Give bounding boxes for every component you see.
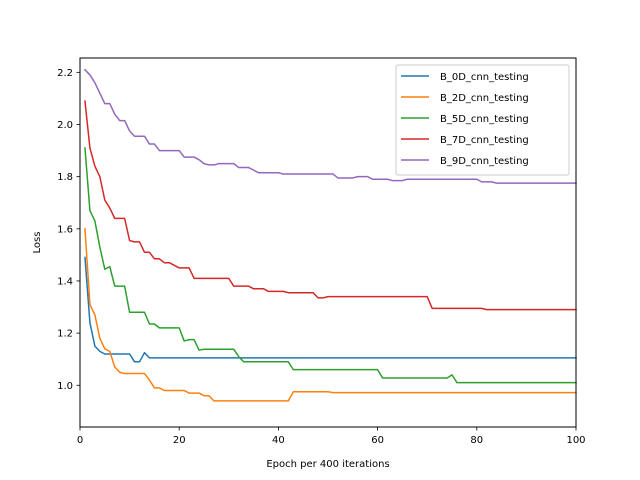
y-tick-label: 2.0 bbox=[57, 120, 73, 131]
x-tick-label: 40 bbox=[272, 435, 285, 446]
x-axis: 0 20 40 60 80 100 bbox=[77, 427, 586, 446]
series-line-4 bbox=[84, 100, 577, 311]
x-tick-label: 80 bbox=[470, 435, 483, 446]
legend-box bbox=[395, 64, 570, 176]
series-line-5 bbox=[83, 68, 577, 184]
x-axis-title: Epoch per 400 iterations bbox=[266, 459, 389, 470]
y-tick-label: 1.8 bbox=[57, 172, 73, 183]
series-line-1 bbox=[84, 256, 577, 363]
x-tick-label: 100 bbox=[566, 435, 585, 446]
plot-frame bbox=[79, 57, 577, 428]
legend-label: B_7D_cnn_testing bbox=[440, 135, 529, 146]
y-axis-title: Loss bbox=[32, 232, 43, 254]
legend-label: B_5D_cnn_testing bbox=[440, 114, 529, 125]
y-tick-label: 1.0 bbox=[57, 381, 73, 392]
x-tick-label: 0 bbox=[77, 435, 83, 446]
legend: B_0D_cnn_testing B_2D_cnn_testing B_5D_cnn… bbox=[395, 64, 570, 176]
x-tick-label: 60 bbox=[371, 435, 384, 446]
legend-label: B_0D_cnn_testing bbox=[440, 72, 529, 83]
y-tick-label: 1.4 bbox=[57, 276, 73, 287]
y-tick-label: 1.2 bbox=[57, 329, 73, 340]
series-line-3 bbox=[84, 147, 577, 384]
y-tick-label: 2.2 bbox=[57, 68, 73, 79]
series-layer bbox=[83, 68, 577, 402]
y-axis: 1.0 1.2 1.4 1.6 1.8 2.0 2.2 bbox=[57, 68, 80, 392]
x-tick-label: 20 bbox=[173, 435, 186, 446]
legend-label: B_9D_cnn_testing bbox=[440, 156, 529, 167]
legend-label: B_2D_cnn_testing bbox=[440, 93, 529, 104]
y-tick-label: 1.6 bbox=[57, 224, 73, 235]
series-line-2 bbox=[84, 228, 577, 402]
